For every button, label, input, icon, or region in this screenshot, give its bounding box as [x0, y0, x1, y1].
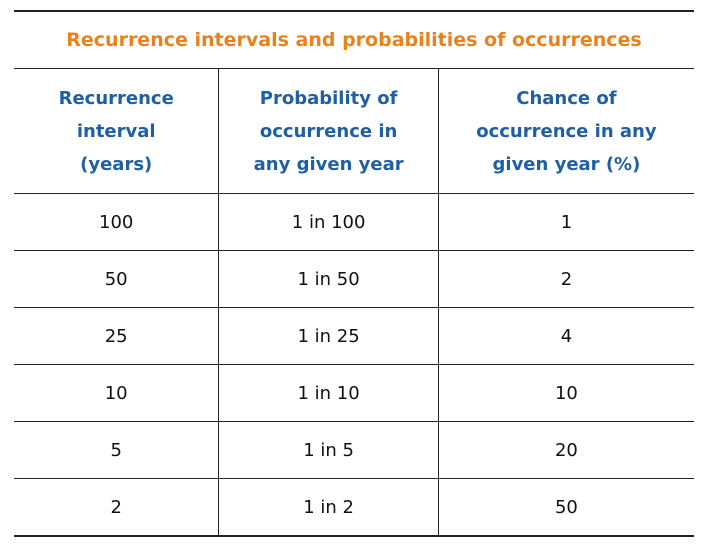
cell-interval: 50: [14, 250, 219, 308]
table-row: 2 1 in 2 50: [14, 478, 694, 535]
cell-probability: 1 in 50: [218, 250, 439, 308]
header-line: (years): [80, 153, 153, 175]
header-line: Probability of: [259, 87, 398, 109]
cell-chance: 1: [438, 193, 694, 251]
cell-interval: 2: [110, 496, 122, 518]
cell-chance: 50: [554, 496, 578, 518]
cell-probability: 1 in 5: [218, 421, 439, 479]
header-line: Recurrence: [58, 87, 174, 109]
recurrence-table: Recurrence intervals and probabilities o…: [14, 12, 694, 535]
cell-chance: 10: [438, 364, 694, 422]
header-chance-percent: Chance of occurrence in any given year (…: [438, 68, 694, 194]
table-row: 100 1 in 100 1: [14, 193, 694, 251]
header-line: Chance of: [516, 87, 617, 109]
cell-chance: 20: [438, 421, 694, 479]
header-line: interval: [76, 120, 156, 142]
table-row: 5 1 in 5 20: [14, 421, 694, 479]
cell-interval: 10: [14, 364, 219, 422]
table-row: 25 1 in 25 4: [14, 307, 694, 365]
cell-interval: 100: [14, 193, 219, 251]
table-title: Recurrence intervals and probabilities o…: [14, 12, 694, 69]
table-row: 10 1 in 10 10: [14, 364, 694, 422]
table-title-row: Recurrence intervals and probabilities o…: [14, 12, 694, 69]
table-header-row: Recurrence interval (years) Probability …: [14, 68, 694, 194]
header-recurrence-interval: Recurrence interval (years): [14, 68, 219, 194]
header-line: any given year: [253, 153, 404, 175]
cell-probability: 1 in 10: [218, 364, 439, 422]
cell-probability: 1 in 25: [218, 307, 439, 365]
header-line: occurrence in any: [476, 120, 657, 142]
header-line: given year (%): [492, 153, 641, 175]
header-line: occurrence in: [259, 120, 398, 142]
cell-chance: 2: [438, 250, 694, 308]
cell-interval: 25: [14, 307, 219, 365]
header-probability: Probability of occurrence in any given y…: [218, 68, 439, 194]
table-row: 50 1 in 50 2: [14, 250, 694, 308]
cell-probability: 1 in 2: [218, 478, 439, 535]
cell-probability: 1 in 100: [218, 193, 439, 251]
cell-interval: 5: [14, 421, 219, 479]
cell-chance: 4: [438, 307, 694, 365]
recurrence-table-container: Recurrence intervals and probabilities o…: [14, 10, 694, 537]
